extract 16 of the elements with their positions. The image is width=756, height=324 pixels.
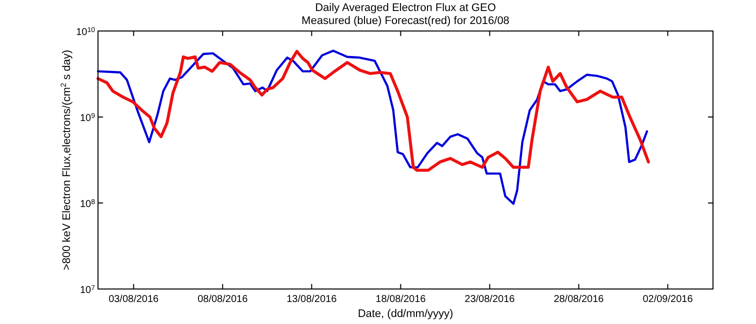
x-tick-label: 28/08/2016 xyxy=(554,294,604,305)
x-tick-label: 23/08/2016 xyxy=(464,294,516,305)
line-series xyxy=(96,50,648,205)
y-tick-label: 10$^{9}$ xyxy=(80,112,96,124)
x-tick-label: 13/08/2016 xyxy=(286,294,338,305)
y-tick-label: 10$^{10}$ xyxy=(76,26,96,38)
x-tick-label: 03/08/2016 xyxy=(108,294,160,305)
x-tick-label: 02/09/2016 xyxy=(642,294,694,305)
x-tick-label: 08/08/2016 xyxy=(198,294,248,305)
x-tick-label: 18/08/2016 xyxy=(376,294,426,305)
line-series xyxy=(96,50,650,172)
chart-subtitle: Measured (blue) Forecast(red) for 2016/08 xyxy=(302,15,510,27)
x-axis-title: Date, (dd/mm/yyyy) xyxy=(358,308,454,320)
y-tick-label: 10$^{8}$ xyxy=(80,198,96,210)
chart-title: Daily Averaged Electron Flux at GEO xyxy=(315,2,496,14)
y-tick-label: 10$^{7}$ xyxy=(80,284,96,296)
